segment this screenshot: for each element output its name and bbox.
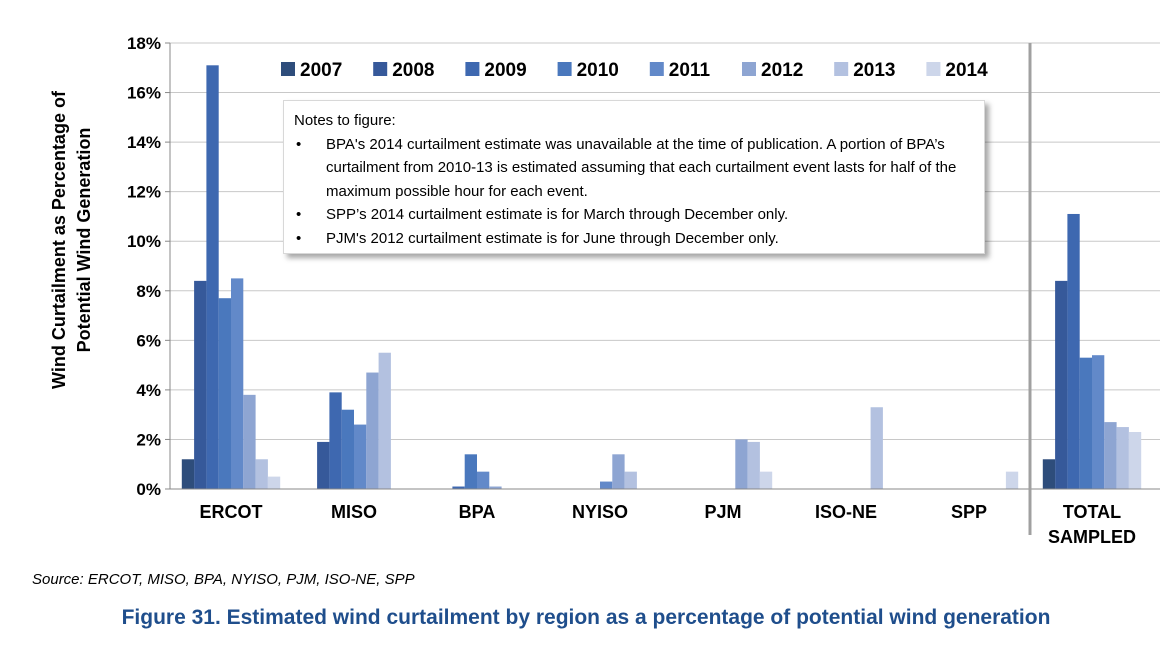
y-axis-title: Wind Curtailment as Percentage of Potent… — [49, 90, 94, 389]
bar-miso-2011 — [354, 424, 367, 489]
bar-iso-ne-2013 — [870, 407, 883, 489]
bar-total-sampled-2007 — [1042, 459, 1056, 489]
legend-label: 2011 — [669, 60, 711, 81]
legend-swatch — [834, 62, 849, 76]
bar-total-sampled-2013 — [1116, 427, 1129, 489]
bar-ercot-2013 — [255, 459, 268, 489]
x-category-label: SPP — [951, 502, 987, 522]
bars — [181, 65, 1142, 490]
x-category-label: MISO — [331, 502, 377, 522]
bar-bpa-2009 — [452, 486, 465, 489]
notes-list: BPA's 2014 curtailment estimate was unav… — [294, 133, 974, 251]
y-tick-label: 16% — [127, 84, 161, 103]
bar-miso-2013 — [378, 352, 391, 489]
notes-heading: Notes to figure: — [294, 112, 396, 129]
bar-ercot-2009 — [206, 65, 219, 490]
x-category-label: PJM — [704, 502, 741, 522]
notes-box: Notes to figure: BPA's 2014 curtailment … — [283, 100, 985, 254]
legend-label: 2007 — [300, 60, 342, 81]
x-category-label: SAMPLED — [1048, 527, 1136, 547]
y-axis-title-line1: Wind Curtailment as Percentage of — [49, 90, 69, 389]
bar-miso-2012 — [366, 372, 379, 489]
x-category-label: ISO-NE — [815, 502, 877, 522]
x-category-label: TOTAL — [1063, 502, 1121, 522]
y-tick-label: 10% — [127, 232, 161, 251]
bar-bpa-2010 — [464, 454, 477, 489]
note-item: BPA's 2014 curtailment estimate was unav… — [294, 133, 974, 204]
legend-label: 2014 — [945, 60, 988, 81]
bar-bpa-2011 — [477, 471, 490, 489]
bar-pjm-2012 — [735, 439, 748, 489]
legend-swatch — [649, 62, 664, 76]
bar-miso-2010 — [341, 409, 354, 489]
bar-nyiso-2012 — [612, 454, 625, 489]
bar-miso-2009 — [329, 392, 342, 489]
figure-caption: Figure 31. Estimated wind curtailment by… — [121, 606, 1051, 629]
y-tick-label: 14% — [127, 133, 161, 152]
bar-total-sampled-2010 — [1079, 357, 1092, 489]
legend-label: 2012 — [761, 60, 803, 81]
legend-swatch — [926, 62, 941, 76]
y-tick-label: 2% — [136, 430, 161, 449]
y-tick-label: 6% — [136, 331, 161, 350]
legend-label: 2008 — [392, 60, 434, 81]
legend-swatch — [465, 62, 480, 76]
legend-label: 2013 — [853, 60, 895, 81]
bar-spp-2014 — [1005, 471, 1019, 489]
chart: 0% 2% 4% 6% 8% 10% 12% 14% 16% 18% ERCOT MISO BPA NYI… — [49, 34, 1160, 547]
axes: 0% 2% 4% 6% 8% 10% 12% 14% 16% 18% ERCOT MISO BPA NYI… — [127, 34, 1160, 547]
bar-total-sampled-2014 — [1128, 432, 1142, 489]
bar-total-sampled-2012 — [1104, 422, 1117, 489]
bar-ercot-2010 — [218, 298, 231, 489]
legend: 2007 2008 2009 2010 2011 2012 2013 2014 — [281, 60, 988, 81]
bar-pjm-2014 — [759, 471, 773, 489]
bar-ercot-2007 — [181, 459, 195, 489]
bar-total-sampled-2008 — [1055, 280, 1068, 489]
legend-swatch — [373, 62, 388, 76]
x-category-label: ERCOT — [200, 502, 263, 522]
x-category-label: NYISO — [572, 502, 628, 522]
y-tick-label: 18% — [127, 34, 161, 53]
y-tick-label: 4% — [136, 381, 161, 400]
bar-ercot-2012 — [243, 394, 256, 489]
bar-nyiso-2013 — [624, 471, 637, 489]
bar-pjm-2013 — [747, 441, 760, 489]
note-item: PJM's 2012 curtailment estimate is for J… — [294, 227, 974, 251]
source-note: Source: ERCOT, MISO, BPA, NYISO, PJM, IS… — [32, 571, 415, 588]
bar-ercot-2014 — [267, 476, 281, 489]
legend-swatch — [557, 62, 572, 76]
y-tick-label: 0% — [136, 480, 161, 499]
bar-bpa-2012 — [489, 486, 502, 489]
note-item: SPP’s 2014 curtailment estimate is for M… — [294, 203, 974, 227]
legend-label: 2009 — [484, 60, 526, 81]
bar-total-sampled-2011 — [1092, 355, 1105, 489]
x-category-label: BPA — [459, 502, 496, 522]
legend-label: 2010 — [577, 60, 619, 81]
bar-nyiso-2011 — [600, 481, 613, 489]
y-tick-label: 8% — [136, 282, 161, 301]
legend-swatch — [742, 62, 756, 76]
bar-total-sampled-2009 — [1067, 213, 1080, 489]
legend-swatch — [281, 62, 295, 76]
bar-miso-2008 — [317, 441, 330, 489]
bar-ercot-2011 — [231, 278, 244, 489]
y-axis-title-line2: Potential Wind Generation — [74, 128, 94, 353]
y-tick-label: 12% — [127, 183, 161, 202]
bar-ercot-2008 — [194, 280, 207, 489]
